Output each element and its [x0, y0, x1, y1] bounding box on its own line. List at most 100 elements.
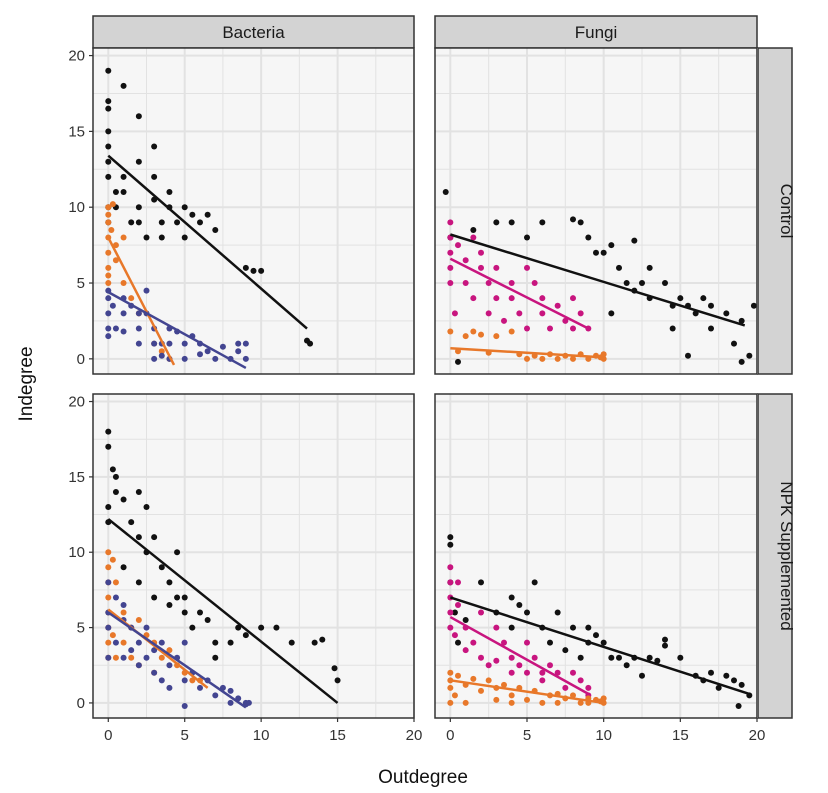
- x-tick-label: 15: [672, 727, 689, 744]
- data-point: [470, 328, 477, 335]
- y-tick-label: 0: [77, 351, 85, 368]
- data-point: [135, 340, 142, 347]
- data-point: [135, 158, 142, 165]
- y-tick-label: 10: [68, 544, 85, 561]
- data-point: [189, 211, 196, 218]
- data-point: [204, 617, 211, 624]
- data-point: [109, 556, 116, 563]
- data-point: [508, 624, 515, 631]
- data-point: [524, 669, 530, 676]
- data-point: [245, 699, 252, 706]
- panel-background: [93, 48, 414, 374]
- data-point: [158, 219, 165, 226]
- data-point: [204, 211, 211, 218]
- panel-0: 0 5 10 15 20: [68, 47, 415, 375]
- data-point: [608, 310, 615, 317]
- data-point: [143, 624, 150, 631]
- data-point: [593, 632, 599, 639]
- data-point: [128, 519, 135, 526]
- data-point: [447, 684, 454, 691]
- data-point: [181, 702, 188, 709]
- data-point: [273, 624, 280, 631]
- data-point: [112, 488, 119, 495]
- data-point: [105, 654, 112, 661]
- data-point: [700, 295, 707, 302]
- data-point: [639, 672, 645, 679]
- data-point: [135, 534, 142, 541]
- data-point: [577, 310, 584, 317]
- data-point: [105, 310, 112, 317]
- data-point: [158, 564, 165, 571]
- data-point: [158, 348, 165, 355]
- data-point: [447, 609, 454, 616]
- data-point: [570, 624, 576, 631]
- data-point: [105, 594, 112, 601]
- data-point: [135, 617, 142, 624]
- x-tick-label: 20: [749, 727, 766, 744]
- panel-background: [435, 394, 757, 718]
- column-strip-0: [92, 15, 415, 49]
- panel-1: [434, 47, 758, 375]
- data-point: [455, 579, 461, 586]
- data-point: [105, 143, 112, 150]
- data-point: [135, 325, 142, 332]
- data-point: [501, 639, 507, 646]
- data-point: [135, 662, 142, 669]
- trend-line-purple: [107, 611, 247, 709]
- data-point: [181, 234, 188, 241]
- x-tick-label: 5: [523, 727, 531, 744]
- data-point: [112, 579, 119, 586]
- data-point: [235, 348, 242, 355]
- data-point: [108, 226, 115, 233]
- data-point: [112, 639, 119, 646]
- data-point: [120, 234, 127, 241]
- data-point: [447, 541, 454, 548]
- data-point: [539, 355, 546, 362]
- data-point: [120, 173, 127, 180]
- x-tick-label: 0: [104, 727, 112, 744]
- data-point: [189, 677, 196, 684]
- data-point: [112, 654, 119, 661]
- data-point: [462, 257, 469, 264]
- data-point: [447, 280, 454, 287]
- data-point: [608, 242, 615, 249]
- data-point: [600, 249, 607, 256]
- data-point: [662, 636, 668, 643]
- data-point: [646, 264, 653, 271]
- data-point: [442, 189, 449, 196]
- data-point: [128, 219, 135, 226]
- data-point: [750, 302, 757, 309]
- data-point: [250, 267, 257, 274]
- data-point: [166, 662, 173, 669]
- data-point: [623, 280, 630, 287]
- data-point: [151, 594, 158, 601]
- data-point: [478, 579, 484, 586]
- data-point: [181, 340, 188, 347]
- panel-border: [434, 393, 758, 719]
- data-point: [151, 669, 158, 676]
- column-strip-label-0: Bacteria: [222, 23, 285, 42]
- column-strip-label-1: Fungi: [575, 23, 618, 42]
- data-point: [227, 687, 234, 694]
- data-point: [105, 579, 112, 586]
- data-point: [105, 98, 112, 105]
- data-point: [478, 654, 484, 661]
- data-point: [128, 654, 135, 661]
- data-point: [577, 654, 584, 661]
- data-point: [135, 310, 142, 317]
- data-point: [288, 639, 295, 646]
- data-point: [547, 662, 553, 669]
- data-point: [120, 189, 127, 196]
- data-point: [524, 609, 530, 616]
- data-point: [204, 348, 211, 355]
- data-point: [470, 639, 477, 646]
- row-strip-label-0: Control: [777, 184, 796, 239]
- data-point: [577, 677, 584, 684]
- data-point: [109, 466, 116, 473]
- data-point: [151, 647, 158, 654]
- trend-line-magenta: [449, 257, 589, 330]
- data-point: [135, 204, 142, 211]
- data-point: [723, 672, 730, 679]
- data-point: [120, 564, 127, 571]
- data-point: [112, 594, 119, 601]
